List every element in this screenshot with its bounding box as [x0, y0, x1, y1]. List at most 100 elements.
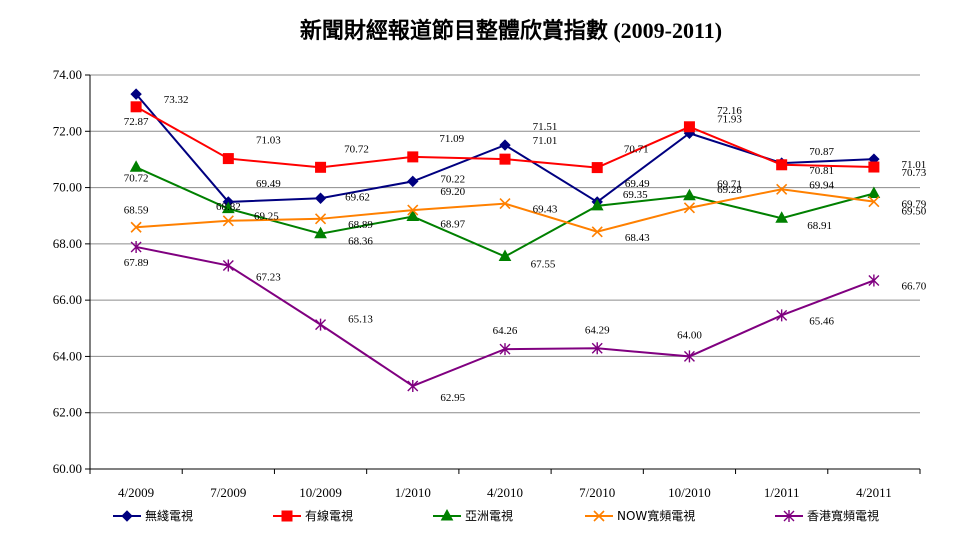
x-tick-label-1: 7/2009: [210, 485, 246, 500]
series-4-point-4: [499, 343, 511, 356]
series-4-label-0: 67.89: [124, 257, 149, 269]
series-0-label-7: 70.87: [809, 146, 834, 158]
series-3-point-3: [407, 204, 419, 216]
y-tick-label-1: 62.00: [53, 405, 82, 420]
series-3-point-5: [591, 226, 603, 238]
series-4-point-0: [130, 240, 142, 253]
series-2-point-8: [867, 186, 881, 198]
series-2-point-4: [498, 249, 512, 262]
legend-marker-0: [121, 510, 133, 522]
y-tick-labels: 60.00 62.00 64.00 66.00 68.00 70.00 72.00 74.00: [53, 67, 82, 476]
series-1-label-2: 70.72: [344, 143, 369, 155]
series-1-point-0: [130, 101, 142, 113]
series-2-label-0: 70.72: [124, 172, 149, 184]
series-4-point-7: [776, 309, 788, 322]
series-1-label-3: 71.09: [439, 133, 464, 145]
series-2-point-6: [683, 188, 696, 201]
legend-marker-1: [281, 510, 293, 522]
series-2-label-4: 67.55: [531, 259, 556, 271]
series-0-label-2: 69.62: [345, 191, 370, 203]
x-tick-labels: 4/2009 7/2009 10/2009 1/2010 4/2010 7/2010 10/…: [118, 485, 892, 500]
series-1-point-1: [222, 153, 234, 165]
series-4-point-6: [683, 350, 695, 363]
legend: 無綫電視 有線電視 亞洲電視 NOW寬頻電視 香港寬頻電視: [113, 508, 879, 523]
series-1-point-6: [683, 121, 695, 133]
series-lines: [129, 88, 881, 392]
series-1-label-7: 70.81: [809, 165, 834, 177]
series-4-label-6: 64.00: [677, 329, 702, 341]
series-1-point-3: [407, 151, 419, 163]
series-line-2: [135, 166, 875, 258]
series-0-point-2: [314, 192, 327, 204]
series-2-label-3: 68.97: [440, 219, 465, 231]
x-tick-label-0: 4/2009: [118, 485, 154, 500]
chart-title: 新聞財經報道節目整體欣賞指數 (2009-2011): [300, 18, 722, 43]
series-1-label-5: 70.71: [624, 144, 649, 156]
legend-label-3: NOW寬頻電視: [617, 508, 695, 523]
series-3-label-5: 68.43: [625, 232, 650, 244]
series-1-point-5: [591, 162, 603, 174]
series-2-point-3: [406, 209, 420, 222]
legend-label-2: 亞洲電視: [465, 508, 513, 523]
series-0-point-4: [499, 139, 511, 151]
series-1-label-6: 72.16: [717, 105, 742, 117]
series-3-label-4: 69.43: [533, 204, 558, 216]
series-2-point-2: [314, 226, 327, 239]
series-3-label-8: 69.50: [902, 206, 927, 218]
series-3-point-2: [314, 213, 327, 225]
series-3-point-7: [776, 183, 788, 195]
series-line-3: [136, 188, 875, 233]
series-4-label-5: 64.29: [585, 324, 610, 336]
series-1-label-0: 72.87: [124, 116, 149, 128]
series-2-point-1: [221, 201, 235, 214]
y-tick-label-5: 70.00: [53, 180, 82, 195]
series-3-label-1: 68.82: [216, 201, 241, 213]
series-1-point-2: [315, 161, 327, 173]
series-1-point-8: [868, 161, 880, 173]
series-4-label-4: 64.26: [493, 325, 518, 337]
series-2-label-1: 69.25: [254, 211, 279, 223]
y-tick-label-4: 68.00: [53, 236, 82, 251]
series-0-label-6: 71.93: [717, 113, 742, 125]
series-2-point-5: [590, 198, 604, 211]
x-tick-label-8: 4/2011: [856, 485, 892, 500]
series-line-4: [135, 245, 875, 388]
series-1-label-1: 71.03: [256, 135, 281, 147]
grid-lines: [90, 74, 920, 414]
legend-marker-4: [783, 510, 795, 522]
series-2-label-7: 68.91: [807, 220, 832, 232]
x-tick-label-2: 10/2009: [299, 485, 342, 500]
series-3-label-0: 68.59: [124, 204, 149, 216]
legend-label-4: 香港寬頻電視: [807, 508, 879, 523]
series-4-label-3: 62.95: [440, 392, 465, 404]
series-0-point-3: [407, 175, 419, 188]
series-4-label-1: 67.23: [256, 272, 281, 284]
series-3-point-6: [683, 202, 696, 214]
legend-label-1: 有線電視: [305, 508, 353, 523]
series-4-point-3: [407, 379, 419, 392]
series-4-point-1: [222, 259, 234, 272]
series-0-label-4: 71.51: [533, 121, 558, 133]
series-3-label-2: 68.89: [348, 219, 373, 231]
series-0-label-0: 73.32: [164, 94, 189, 106]
x-tick-label-5: 7/2010: [579, 485, 615, 500]
series-4-point-5: [591, 342, 603, 355]
data-labels: 73.32 69.49 69.62 70.22 71.51 69.49 71.93 70.87…: [124, 94, 927, 404]
series-2-label-6: 69.71: [717, 179, 742, 191]
series-4-label-2: 65.13: [348, 314, 373, 326]
series-2-label-8: 69.79: [902, 198, 927, 210]
series-2-label-5: 69.35: [623, 189, 648, 201]
series-3-point-4: [499, 198, 511, 210]
series-2-label-2: 68.36: [348, 236, 373, 248]
series-4-label-7: 65.46: [809, 315, 834, 327]
series-3-label-6: 69.28: [717, 184, 742, 196]
y-tick-label-6: 72.00: [53, 123, 82, 138]
series-3-point-8: [868, 196, 880, 208]
x-tick-label-3: 1/2010: [395, 485, 431, 500]
series-4-label-8: 66.70: [902, 280, 927, 292]
x-tick-label-4: 4/2010: [487, 485, 523, 500]
series-3-point-0: [130, 221, 142, 233]
series-1-label-8: 70.73: [902, 167, 927, 179]
series-1-point-7: [776, 159, 788, 171]
